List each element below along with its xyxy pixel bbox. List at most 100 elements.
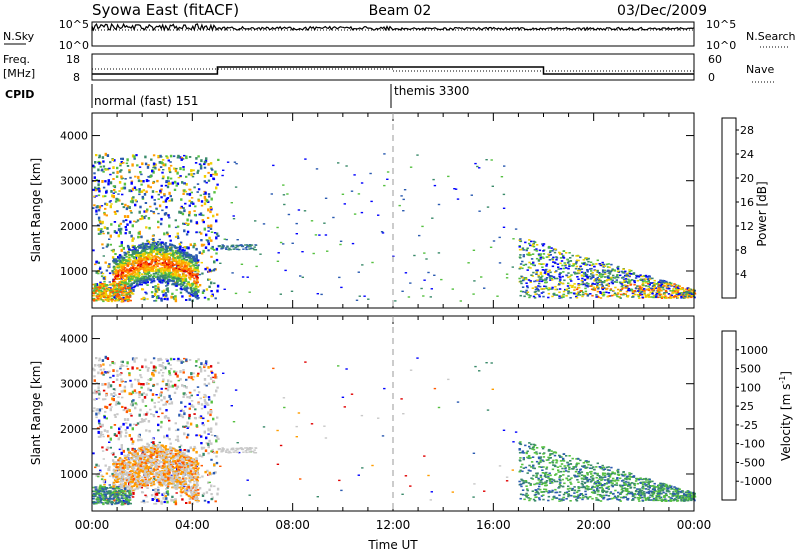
velocity-cell: [134, 389, 136, 392]
power-cell: [140, 180, 142, 182]
power-cell: [658, 281, 660, 283]
power-cell: [592, 263, 594, 265]
velocity-cell: [176, 388, 178, 390]
power-cell: [164, 277, 166, 279]
power-cell: [193, 173, 195, 175]
power-cell: [249, 292, 251, 293]
power-cell: [667, 285, 669, 287]
power-cell: [171, 198, 173, 201]
power-cell: [202, 250, 204, 253]
power-cell: [597, 291, 599, 293]
power-cell: [108, 239, 110, 241]
power-cell: [276, 227, 278, 228]
velocity-cell: [110, 406, 112, 407]
velocity-cell: [153, 481, 155, 483]
power-cell: [669, 282, 671, 284]
velocity-cell: [112, 381, 114, 383]
power-cell: [208, 180, 210, 182]
power-cell: [207, 225, 209, 227]
velocity-cell: [138, 397, 140, 399]
power-cell: [650, 296, 652, 298]
power-cell: [605, 284, 607, 286]
power-cell: [539, 250, 541, 252]
power-cell: [216, 184, 218, 186]
freq-right-tick-bottom: 0: [708, 71, 715, 84]
power-cell: [581, 296, 583, 298]
power-cell: [452, 288, 454, 289]
power-cell: [170, 165, 172, 167]
velocity-cell: [104, 429, 106, 432]
power-cell: [358, 272, 360, 273]
power-cell: [628, 290, 630, 292]
power-cell: [120, 298, 122, 300]
power-cell: [619, 282, 621, 284]
power-cell: [523, 254, 525, 256]
velocity-cell: [98, 465, 100, 467]
power-cell: [196, 278, 198, 280]
power-cell: [174, 181, 176, 184]
power-cell: [590, 268, 592, 270]
velocity-cell: [130, 403, 132, 405]
power-cell: [549, 259, 551, 261]
power-cell: [371, 262, 373, 263]
power-cell: [628, 281, 630, 283]
power-cell: [564, 265, 566, 267]
power-cell: [208, 237, 210, 240]
power-cell: [207, 298, 209, 300]
power-cell: [101, 169, 103, 172]
power-cell: [616, 281, 618, 283]
velocity-cell: [154, 402, 156, 404]
power-cell: [141, 162, 143, 165]
velocity-cell: [118, 437, 120, 440]
velocity-cell: [205, 360, 207, 363]
power-cell: [132, 293, 134, 295]
velocity-cell: [207, 366, 209, 369]
power-cell: [233, 218, 235, 219]
velocity-cell: [153, 503, 155, 505]
velocity-cell: [204, 405, 206, 408]
power-cell: [685, 294, 687, 296]
velocity-cell: [114, 456, 116, 458]
power-cell: [132, 289, 134, 292]
velocity-cell: [122, 423, 124, 426]
velocity-cell: [216, 462, 218, 464]
power-cell: [154, 203, 156, 206]
velocity-cell: [207, 411, 209, 414]
power-cell: [113, 195, 115, 198]
power-cell: [282, 184, 284, 185]
power-cell: [144, 292, 146, 294]
velocity-cell: [98, 365, 100, 368]
velocity-cell: [126, 361, 128, 364]
power-cell: [121, 249, 123, 252]
power-cell: [113, 282, 115, 284]
power-cell: [98, 228, 100, 231]
power-cell: [683, 292, 685, 294]
velocity-cell: [169, 386, 171, 388]
power-cell: [152, 235, 154, 237]
power-cell: [338, 277, 340, 278]
velocity-cell: [115, 401, 117, 403]
velocity-cell: [163, 493, 165, 496]
velocity-cell: [151, 494, 153, 496]
velocity-cell: [204, 364, 206, 367]
velocity-cell: [101, 478, 103, 480]
power-cell: [551, 258, 553, 260]
power-cell: [499, 262, 501, 263]
power-cell: [129, 206, 131, 209]
velocity-cell: [210, 427, 212, 430]
power-cell: [125, 292, 127, 294]
power-cell: [622, 272, 624, 274]
velocity-cell: [144, 495, 146, 497]
power-cell: [438, 252, 440, 253]
velocity-cell: [116, 374, 118, 377]
power-cell: [124, 187, 126, 190]
velocity-cell: [147, 388, 149, 391]
power-cell: [124, 267, 126, 269]
power-cell: [95, 154, 97, 156]
velocity-cell: [116, 370, 118, 372]
velocity-cell: [195, 434, 197, 436]
power-cell: [159, 239, 161, 240]
power-cell: [152, 167, 154, 169]
power-cell: [688, 288, 690, 290]
power-cell: [304, 158, 306, 159]
